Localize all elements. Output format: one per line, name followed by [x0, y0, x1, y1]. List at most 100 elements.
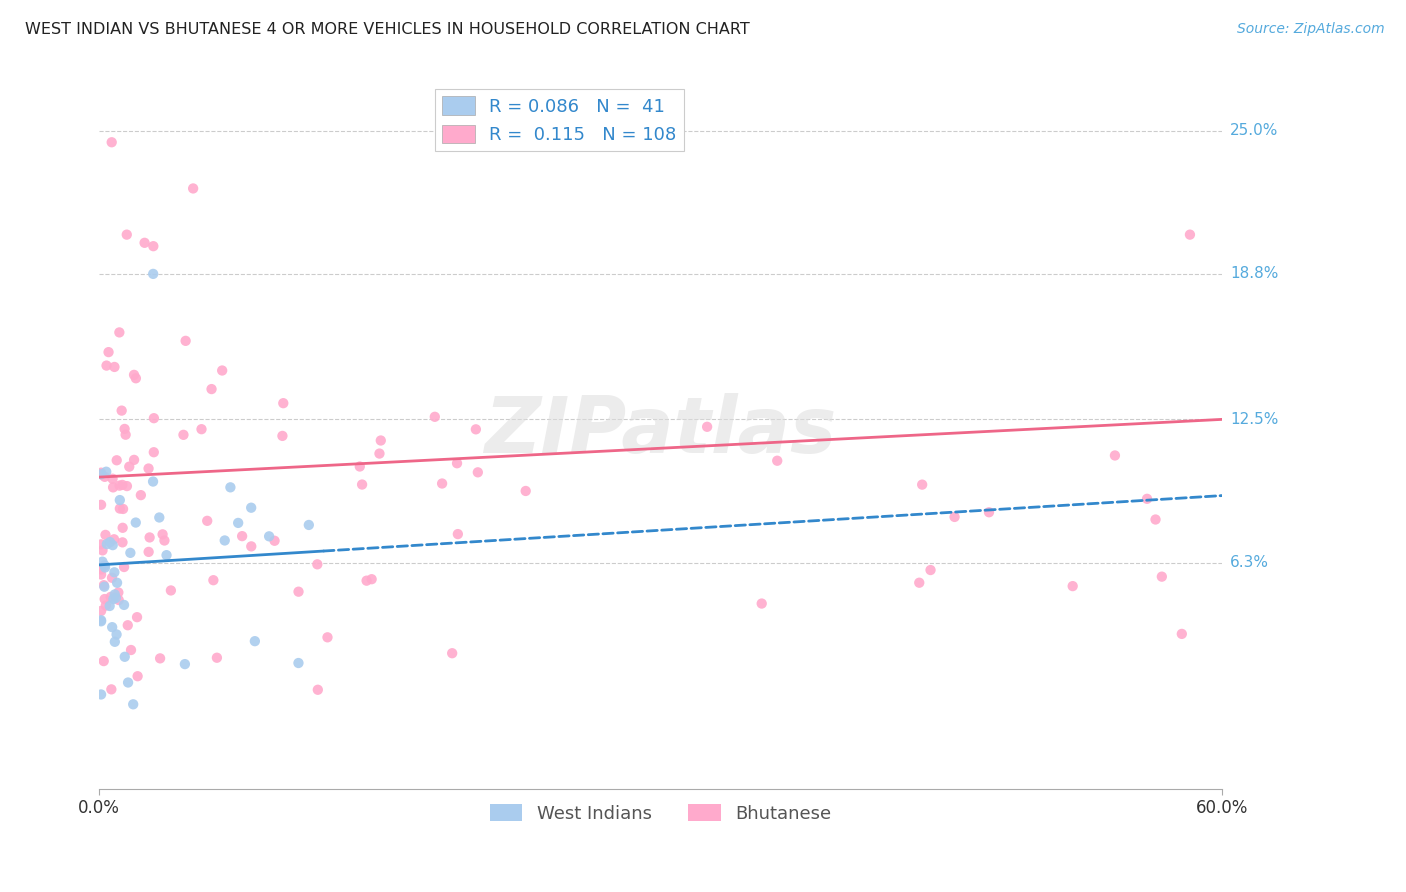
Point — [117, 618, 139, 632]
Point — [138, 531, 160, 545]
Point — [696, 419, 718, 434]
Point — [115, 479, 138, 493]
Point — [93, 580, 115, 594]
Point — [120, 643, 142, 657]
Point — [1171, 627, 1194, 641]
Text: ZIPatlas: ZIPatlas — [485, 393, 837, 469]
Text: 18.8%: 18.8% — [1230, 267, 1278, 281]
Point — [100, 590, 122, 604]
Point — [94, 560, 117, 574]
Point — [96, 359, 118, 373]
Point — [356, 574, 378, 588]
Point — [90, 467, 112, 482]
Point — [108, 501, 131, 516]
Point — [101, 472, 124, 486]
Point — [97, 345, 120, 359]
Text: 6.3%: 6.3% — [1230, 555, 1270, 570]
Point — [142, 411, 165, 425]
Point — [441, 646, 464, 660]
Point — [155, 548, 177, 562]
Point — [90, 567, 112, 582]
Text: 25.0%: 25.0% — [1230, 123, 1278, 138]
Point — [93, 592, 115, 607]
Point — [142, 475, 165, 489]
Point — [103, 359, 125, 374]
Point — [108, 478, 131, 492]
Point — [90, 466, 112, 480]
Point — [93, 558, 115, 573]
Point — [138, 545, 160, 559]
Point — [98, 599, 121, 613]
Point — [125, 516, 148, 530]
Point — [943, 510, 966, 524]
Point — [977, 505, 1000, 519]
Point — [287, 584, 309, 599]
Point — [142, 239, 165, 253]
Point — [908, 575, 931, 590]
Point — [148, 510, 170, 524]
Point — [316, 630, 339, 644]
Point — [93, 578, 115, 592]
Point — [287, 656, 309, 670]
Point — [108, 326, 131, 340]
Point — [104, 591, 127, 605]
Point — [464, 422, 486, 436]
Point — [105, 575, 128, 590]
Point — [271, 396, 294, 410]
Point — [202, 573, 225, 587]
Point — [515, 483, 537, 498]
Point — [94, 528, 117, 542]
Point — [107, 593, 129, 607]
Point — [240, 540, 263, 554]
Point — [111, 478, 134, 492]
Text: WEST INDIAN VS BHUTANESE 4 OR MORE VEHICLES IN HOUSEHOLD CORRELATION CHART: WEST INDIAN VS BHUTANESE 4 OR MORE VEHIC… — [25, 22, 749, 37]
Point — [90, 563, 112, 577]
Point — [1136, 491, 1159, 506]
Point — [153, 533, 176, 548]
Point — [90, 537, 112, 551]
Point — [368, 446, 391, 460]
Point — [115, 227, 138, 242]
Point — [122, 453, 145, 467]
Point — [467, 466, 489, 480]
Point — [90, 688, 112, 702]
Point — [226, 516, 249, 530]
Point — [112, 598, 135, 612]
Point — [101, 571, 124, 585]
Point — [122, 368, 145, 382]
Point — [104, 635, 127, 649]
Point — [122, 698, 145, 712]
Point — [911, 477, 934, 491]
Point — [1062, 579, 1084, 593]
Point — [172, 427, 194, 442]
Point — [751, 597, 773, 611]
Point — [91, 555, 114, 569]
Point — [111, 535, 134, 549]
Point — [195, 514, 218, 528]
Point — [129, 488, 152, 502]
Point — [307, 682, 329, 697]
Point — [94, 599, 117, 613]
Point — [103, 592, 125, 607]
Point — [96, 537, 118, 551]
Point — [211, 363, 233, 377]
Point — [114, 422, 136, 436]
Point — [240, 500, 263, 515]
Point — [181, 181, 204, 195]
Point — [1144, 512, 1167, 526]
Point — [108, 493, 131, 508]
Point — [370, 434, 392, 448]
Point — [120, 546, 142, 560]
Point — [90, 613, 112, 627]
Point — [231, 529, 253, 543]
Point — [920, 563, 942, 577]
Point — [1178, 227, 1201, 242]
Point — [103, 533, 125, 547]
Point — [352, 477, 374, 491]
Point — [214, 533, 236, 548]
Point — [1104, 449, 1126, 463]
Point — [200, 382, 222, 396]
Point — [271, 429, 294, 443]
Point — [103, 566, 125, 580]
Point — [107, 585, 129, 599]
